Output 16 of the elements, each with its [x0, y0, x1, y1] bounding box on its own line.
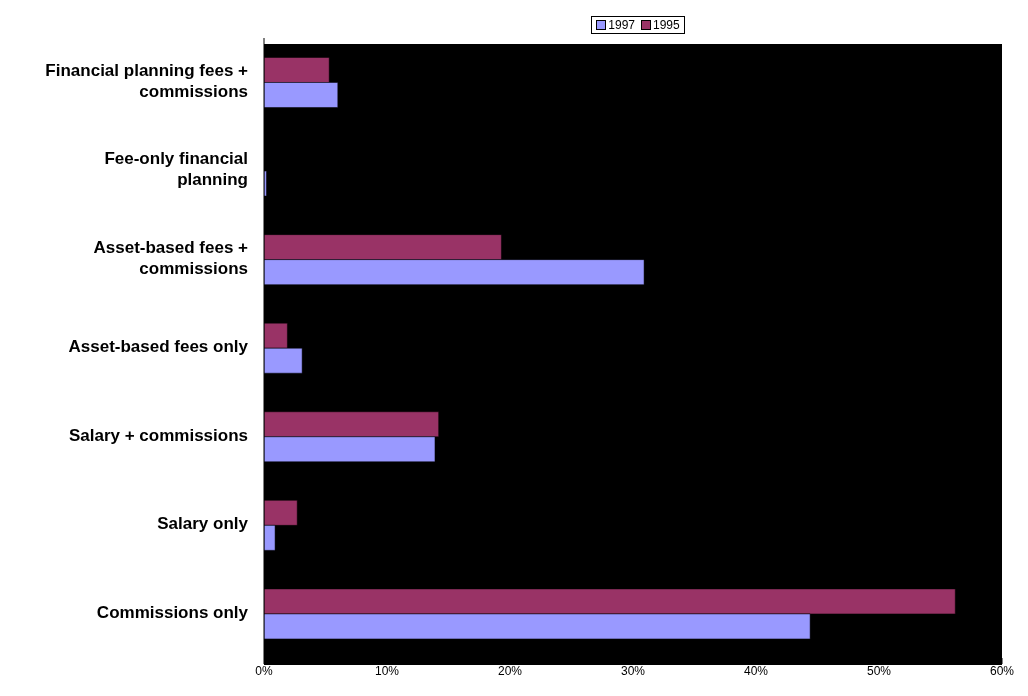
- x-tick-label: 20%: [497, 663, 523, 678]
- y-tick-label: Commissions only: [96, 603, 249, 623]
- y-tick-label: Salary only: [157, 514, 249, 534]
- x-tick-label: 40%: [743, 663, 769, 678]
- y-tick-label: Salary + commissions: [68, 426, 248, 446]
- legend-label: 1995: [652, 18, 680, 32]
- y-tick-label: Financial planning fees + commissions: [45, 61, 249, 102]
- y-tick-label: Asset-based fees + commissions: [93, 238, 249, 279]
- x-tick-label: 30%: [620, 663, 646, 678]
- y-tick-label: Asset-based fees only: [68, 337, 249, 357]
- x-tick-label: 10%: [374, 663, 400, 678]
- y-tick-label: Fee-only financial planning: [104, 149, 248, 190]
- x-tick-label: 60%: [989, 663, 1015, 678]
- x-tick-label: 0%: [255, 663, 273, 678]
- x-tick-label: 50%: [866, 663, 892, 678]
- legend-label: 1997: [607, 18, 635, 32]
